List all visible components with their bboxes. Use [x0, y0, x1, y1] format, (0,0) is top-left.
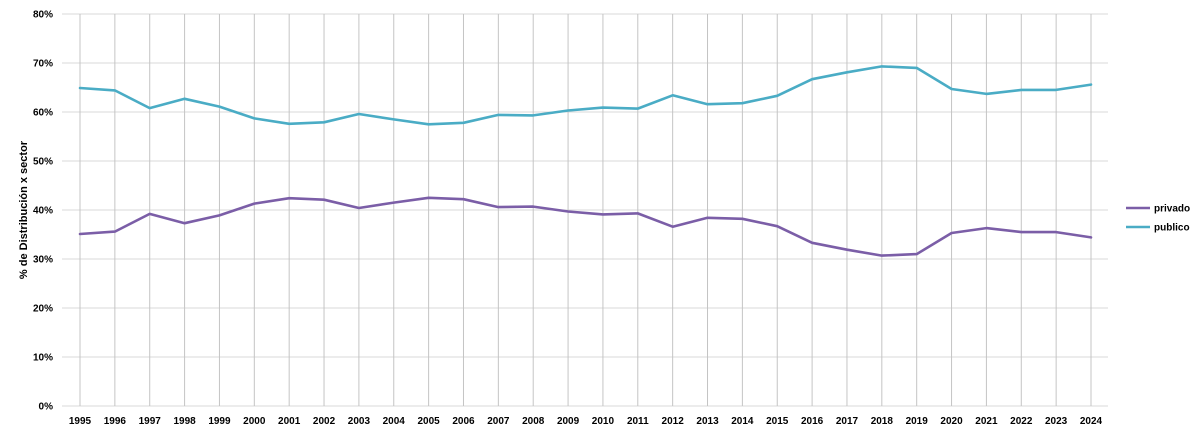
x-tick-label: 2000: [243, 416, 266, 427]
y-tick-label: 70%: [33, 59, 53, 70]
y-tick-label: 30%: [33, 255, 53, 266]
x-tick-label: 2017: [836, 416, 859, 427]
y-axis-ticks: 0% 10% 20% 30% 40% 50% 60% 70% 80%: [33, 10, 53, 413]
x-tick-label: 2020: [940, 416, 963, 427]
x-tick-label: 1996: [104, 416, 127, 427]
x-tick-label: 2003: [348, 416, 371, 427]
y-tick-label: 0%: [39, 402, 54, 413]
x-tick-label: 1999: [208, 416, 231, 427]
x-tick-label: 2004: [383, 416, 406, 427]
x-tick-label: 2023: [1045, 416, 1068, 427]
y-tick-label: 20%: [33, 304, 53, 315]
y-tick-label: 50%: [33, 157, 53, 168]
x-tick-label: 2014: [731, 416, 754, 427]
series-lines: [78, 65, 1093, 257]
series-line-privado: [78, 196, 1093, 257]
x-tick-label: 2008: [522, 416, 545, 427]
legend: privado publico: [1126, 204, 1190, 234]
legend-label-publico: publico: [1154, 223, 1190, 234]
x-tick-label: 2019: [906, 416, 929, 427]
x-tick-label: 2018: [871, 416, 894, 427]
x-tick-label: 1998: [173, 416, 196, 427]
series-line-publico: [78, 65, 1093, 126]
x-tick-label: 2013: [696, 416, 719, 427]
y-axis-label: % de Distribución x sector: [18, 140, 30, 279]
x-tick-label: 2007: [487, 416, 510, 427]
x-tick-label: 2009: [557, 416, 580, 427]
x-tick-label: 2021: [975, 416, 998, 427]
x-tick-label: 2006: [452, 416, 475, 427]
x-tick-label: 2010: [592, 416, 615, 427]
x-tick-label: 2022: [1010, 416, 1033, 427]
x-axis-ticks: 1995 1996 1997 1998 1999 2000 2001 2002 2003 2004…: [69, 416, 1103, 427]
x-tick-label: 2005: [417, 416, 440, 427]
y-tick-label: 60%: [33, 108, 53, 119]
x-tick-label: 2002: [313, 416, 336, 427]
gridlines: [62, 13, 1108, 407]
x-tick-label: 1997: [139, 416, 162, 427]
legend-label-privado: privado: [1154, 204, 1190, 215]
x-tick-label: 2001: [278, 416, 301, 427]
x-tick-label: 2012: [662, 416, 685, 427]
x-tick-label: 2011: [627, 416, 649, 427]
x-tick-label: 2016: [801, 416, 824, 427]
x-tick-label: 2024: [1080, 416, 1103, 427]
y-tick-label: 40%: [33, 206, 53, 217]
x-tick-label: 1995: [69, 416, 92, 427]
y-tick-label: 80%: [33, 10, 53, 21]
y-tick-label: 10%: [33, 353, 53, 364]
x-tick-label: 2015: [766, 416, 789, 427]
